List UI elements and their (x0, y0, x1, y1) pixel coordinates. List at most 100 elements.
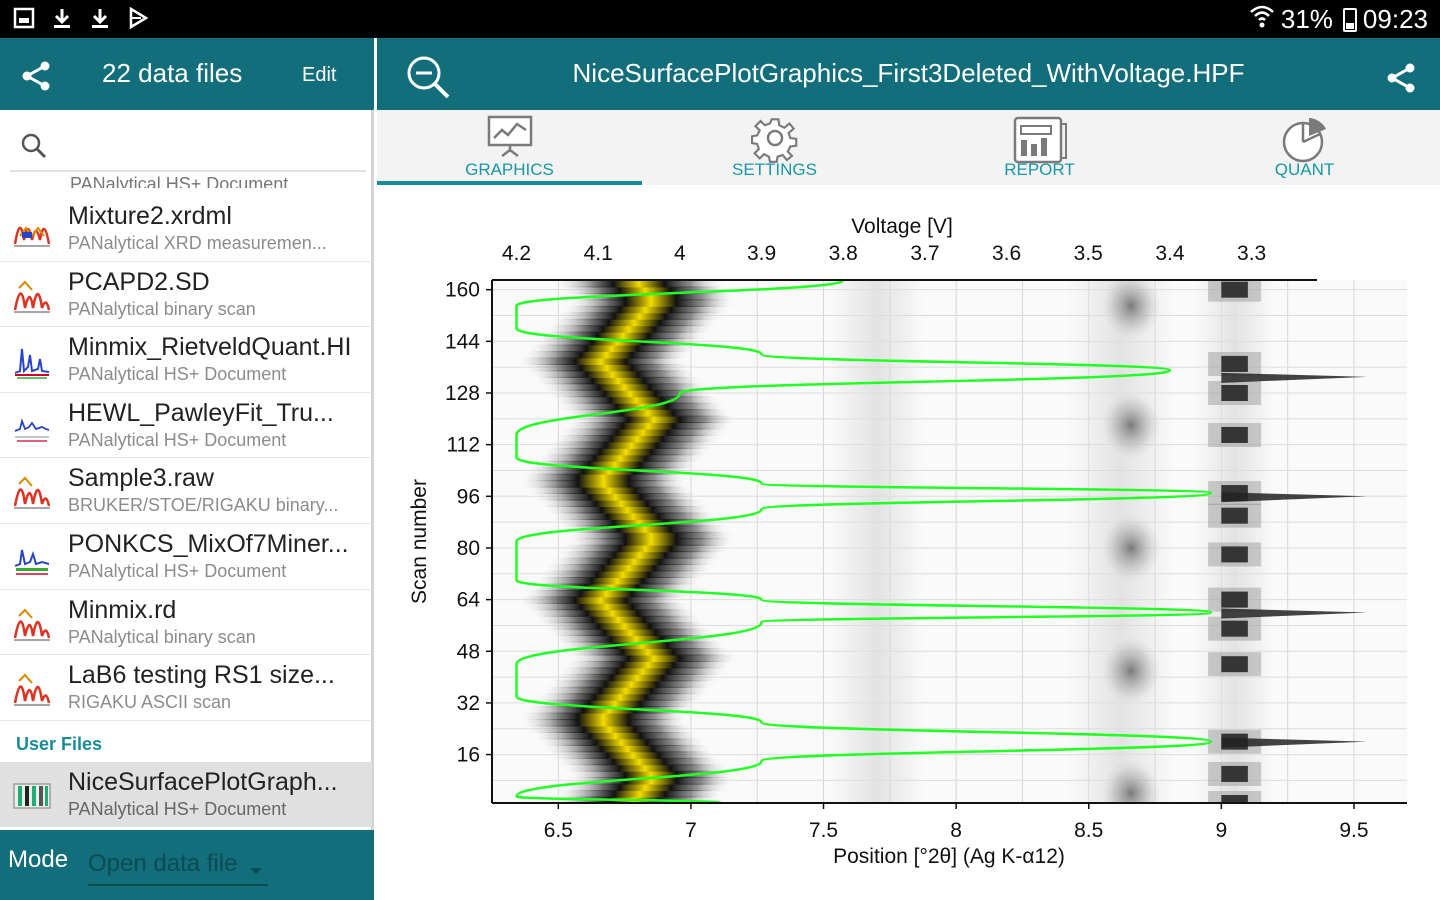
haze-band (828, 280, 925, 803)
spike-mark (1221, 737, 1368, 748)
zoom-out-icon[interactable] (405, 54, 451, 105)
ridge-segment (551, 635, 721, 643)
pie-chart-icon (1279, 114, 1331, 169)
ridge-segment (560, 525, 730, 533)
file-list-panel: 22 data files Edit PANalytical HS+ Docum… (0, 38, 374, 900)
file-name: Sample3.raw (68, 464, 214, 493)
y-tick-label: 80 (457, 537, 480, 560)
ridge-segment (563, 409, 733, 417)
x-tick-label: 9 (1216, 819, 1228, 842)
search-input[interactable] (10, 122, 366, 172)
ridge-segment (548, 751, 719, 759)
top-tick-label: 3.4 (1155, 242, 1185, 265)
file-type: PANalytical HS+ Document (68, 560, 287, 581)
x-tick-label: 6.5 (544, 819, 573, 842)
file-type: PANalytical XRD measuremen... (68, 233, 327, 253)
rietveld-plot-icon (14, 349, 50, 379)
battery-percent: 31% (1280, 4, 1333, 34)
ridge-segment (548, 512, 719, 520)
share-icon[interactable] (20, 60, 52, 97)
file-item-hewl-pawley[interactable]: HEWL_PawleyFit_Tru... PANalytical HS+ Do… (0, 393, 372, 459)
ridge-segment (552, 673, 722, 682)
x-tick-label: 7 (685, 819, 697, 842)
file-type: PANalytical binary scan (68, 626, 256, 647)
battery-icon (1342, 7, 1357, 32)
ridge-segment (563, 422, 734, 430)
file-item-selected[interactable]: NiceSurfacePlotGraph... PANalytical HS+ … (0, 762, 372, 827)
intensity-map (515, 280, 1368, 803)
peak-mark (1221, 546, 1248, 563)
tab-quant[interactable]: QUANT (1172, 110, 1437, 185)
file-name: Mixture2.xrdml (68, 202, 232, 230)
file-item-sample3[interactable]: Sample3.raw BRUKER/STOE/RIGAKU binary... (0, 458, 372, 524)
ridge-segment (549, 318, 720, 327)
file-name: PCAPD2.SD (68, 267, 210, 296)
ridge-segment (542, 744, 713, 753)
ridge-segment (568, 415, 739, 424)
edit-button[interactable]: Edit (302, 64, 337, 86)
top-tick-label: 3.7 (910, 242, 939, 265)
file-item-minmix-rietveld[interactable]: Minmix_RietveldQuant.HI PANalytical HS+ … (0, 327, 372, 393)
top-tick-label: 3.6 (992, 242, 1021, 265)
file-item-lab6[interactable]: LaB6 testing RS1 size... RIGAKU ASCII sc… (0, 655, 372, 721)
x-tick-label: 9.5 (1339, 819, 1368, 842)
clock: 09:23 (1362, 4, 1428, 34)
file-item-ponkcs[interactable]: PONKCS_MixOf7Miner... PANalytical HS+ Do… (0, 524, 372, 590)
ridge-segment (518, 712, 689, 721)
ridge-segment (540, 686, 711, 695)
ridge-segment (539, 383, 710, 391)
ridge-segment (557, 428, 728, 436)
tab-settings[interactable]: SETTINGS (642, 110, 907, 185)
y-tick-label: 144 (445, 330, 480, 353)
ridge-segment (518, 719, 689, 727)
peak-halo (1208, 616, 1262, 641)
top-tick-label: 3.9 (747, 242, 776, 265)
ridge-segment (518, 473, 689, 482)
spike-mark (1221, 492, 1368, 503)
ridge-segment (560, 286, 730, 294)
ridge-segment (529, 699, 700, 708)
ridge-segment (540, 447, 711, 456)
peak-mark (1221, 281, 1248, 298)
ridge-segment (543, 325, 714, 333)
file-item-minmix-rd[interactable]: Minmix.rd PANalytical binary scan (0, 590, 372, 656)
peak-halo (1208, 351, 1262, 376)
y-tick-label: 16 (457, 744, 480, 767)
y-tick-label: 48 (457, 640, 480, 663)
peak-mark (1221, 620, 1248, 637)
tab-bar: GRAPHICS SETTINGS REPORT QUANT (377, 110, 1440, 185)
peak-mark (1221, 795, 1248, 803)
ridge-segment (551, 396, 721, 404)
ridge-segment (560, 305, 731, 314)
share-icon[interactable] (1385, 62, 1417, 99)
ridge-segment (563, 648, 733, 656)
ridge-segment (524, 467, 694, 475)
mode-select[interactable]: Open data file (88, 850, 268, 886)
ridge-segment (566, 299, 736, 307)
file-name: HEWL_PawleyFit_Tru... (68, 398, 334, 427)
ridge-segment (554, 790, 725, 798)
tab-report[interactable]: REPORT (907, 110, 1172, 185)
spike-mark (1221, 608, 1368, 619)
ridge-segment (532, 338, 703, 346)
surface-plot-icon (13, 783, 51, 809)
surface-plot[interactable]: 16 32 48 64 80 96 112 128 144 160 6.5 7 7.5 8 8.5 9 9.5 4… (377, 185, 1440, 900)
ridge-segment (565, 770, 736, 779)
section-header-user-files: User Files (16, 734, 103, 754)
tab-graphics[interactable]: GRAPHICS (377, 110, 642, 185)
file-item-pcapd2[interactable]: PCAPD2.SD PANalytical binary scan (0, 262, 372, 328)
status-bar: 31% 09:23 (0, 0, 1440, 38)
file-item-mixture2[interactable]: Mixture2.xrdml PANalytical XRD measureme… (0, 196, 372, 262)
ridge-segment (552, 434, 722, 443)
ridge-segment (565, 531, 736, 540)
ridge-segment (527, 609, 698, 617)
tab-label: SETTINGS (731, 160, 817, 179)
spike-mark (1221, 372, 1368, 383)
y-tick-label: 160 (445, 279, 480, 302)
file-count-title: 22 data files (102, 58, 243, 88)
download-icon (88, 6, 112, 30)
chart-board-icon (486, 114, 534, 163)
file-name: Minmix.rd (68, 595, 177, 624)
peak-halo (1208, 587, 1262, 612)
surface-plot-canvas[interactable]: 16 32 48 64 80 96 112 128 144 160 6.5 7 7.5 8 8.5 9 9.5 4… (377, 185, 1440, 900)
